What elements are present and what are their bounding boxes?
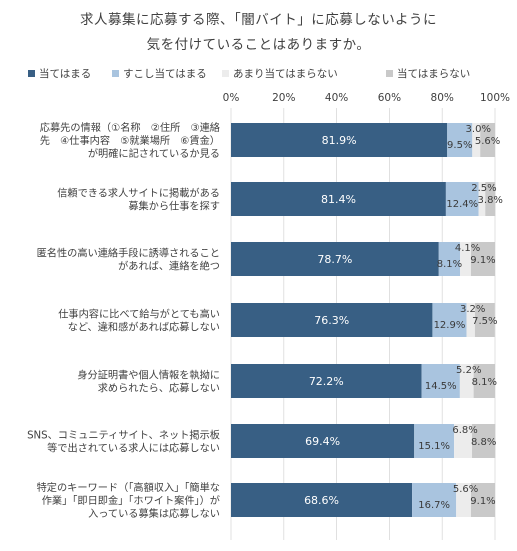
bar-1-series-3 — [472, 123, 481, 157]
legend-label-1: 当てはまる — [39, 68, 92, 80]
category-label-3-line-2: があれば、連絡を絶つ — [118, 260, 220, 273]
data-label-4-series-1: 76.3% — [314, 314, 349, 327]
data-label-1-series-4: 5.6% — [475, 136, 500, 147]
legend-swatch-2 — [112, 70, 119, 77]
data-label-2-series-1: 81.4% — [321, 193, 356, 206]
data-label-3-series-1: 78.7% — [317, 253, 352, 266]
category-label-6-line-1: SNS、コミュニティサイト、ネット掲示板 — [27, 429, 220, 442]
data-label-1-series-1: 81.9% — [322, 134, 357, 147]
legend-label-2: すこし当てはまる — [123, 68, 207, 80]
category-label-3-line-1: 匿名性の高い連絡手段に誘導されること — [37, 247, 220, 260]
bar-5-series-4 — [473, 364, 495, 398]
bar-7-series-1 — [231, 483, 413, 517]
bar-5-series-1 — [231, 364, 422, 398]
data-label-5-series-1: 72.2% — [309, 375, 344, 388]
data-label-5-series-3: 5.2% — [456, 365, 481, 376]
data-label-3-series-4: 9.1% — [470, 255, 495, 266]
data-label-6-series-2: 15.1% — [418, 441, 450, 452]
category-label-1-line-3: が明確に記されているか見る — [88, 147, 220, 160]
category-label-2-line-2: 募集から仕事を探す — [128, 200, 220, 213]
legend-swatch-1 — [28, 70, 35, 77]
data-label-7-series-1: 68.6% — [304, 494, 339, 507]
x-tick-label-0: 0% — [223, 92, 240, 104]
bar-2-series-2 — [445, 182, 479, 216]
data-label-3-series-2: 8.1% — [437, 259, 462, 270]
data-label-1-series-2: 9.5% — [447, 140, 472, 151]
bar-3-series-1 — [231, 242, 439, 276]
bar-2-series-3 — [478, 182, 486, 216]
bar-3-series-3 — [460, 242, 471, 276]
data-label-6-series-3: 6.8% — [452, 425, 477, 436]
category-label-7-line-2: 作業」「即日即金」「ホワイト案件」）が — [42, 494, 220, 507]
bar-6-series-3 — [454, 424, 473, 458]
data-label-4-series-4: 7.5% — [472, 316, 497, 327]
chart-title: 求人募集に応募する際、「闇バイト」に応募しないように 気を付けていることはありま… — [0, 8, 517, 58]
data-label-4-series-3: 3.2% — [460, 304, 485, 315]
bar-2-series-4 — [485, 182, 496, 216]
x-tick-label-2: 40% — [325, 92, 348, 104]
category-label-5-line-2: 求められたら、応募しない — [98, 382, 220, 395]
bar-7-series-4 — [470, 483, 495, 517]
bar-6-series-1 — [231, 424, 415, 458]
category-label-5-line-1: 身分証明書や個人情報を執拗に — [77, 369, 220, 382]
legend-item-4: 当てはまらない — [386, 66, 470, 81]
data-label-6-series-4: 8.8% — [471, 437, 496, 448]
chart-legend: 当てはまる すこし当てはまる あまり当てはまらない 当てはまらない — [28, 66, 508, 82]
data-label-2-series-3: 2.5% — [471, 183, 496, 194]
category-label-4-line-1: 仕事内容に比べて給与がとても高い — [58, 308, 220, 321]
bar-7-series-2 — [412, 483, 457, 517]
bar-1-series-1 — [231, 123, 448, 157]
bar-5-series-2 — [421, 364, 460, 398]
data-label-4-series-2: 12.9% — [434, 320, 466, 331]
bar-4-series-3 — [466, 303, 475, 337]
bar-4-series-1 — [231, 303, 433, 337]
data-label-3-series-3: 4.1% — [455, 243, 480, 254]
bar-4-series-4 — [474, 303, 495, 337]
data-label-1-series-3: 3.0% — [466, 124, 491, 135]
bar-3-series-4 — [470, 242, 495, 276]
legend-label-4: 当てはまらない — [397, 68, 471, 80]
data-label-7-series-3: 5.6% — [453, 484, 478, 495]
category-label-7-line-3: 入っている募集は応募しない — [88, 507, 220, 520]
data-label-6-series-1: 69.4% — [305, 435, 340, 448]
data-label-5-series-2: 14.5% — [425, 381, 457, 392]
category-label-1-line-1: 応募先の情報（①名称 ②住所 ③連絡 — [40, 121, 220, 134]
x-tick-label-5: 100% — [480, 92, 510, 104]
data-label-2-series-4: 3.8% — [478, 195, 503, 206]
bar-7-series-3 — [456, 483, 471, 517]
legend-item-2: すこし当てはまる — [112, 66, 207, 81]
bar-5-series-3 — [459, 364, 474, 398]
legend-swatch-3 — [222, 70, 229, 77]
data-label-7-series-4: 9.1% — [470, 496, 495, 507]
category-label-2-line-1: 信頼できる求人サイトに掲載がある — [57, 187, 220, 200]
category-label-7-line-1: 特定のキーワード（「高額収入」「簡単な — [37, 481, 220, 494]
category-label-6-line-2: 等で出されている求人には応募しない — [47, 442, 220, 455]
legend-swatch-4 — [386, 70, 393, 77]
legend-item-1: 当てはまる — [28, 66, 91, 81]
legend-label-3: あまり当てはまらない — [233, 68, 338, 80]
legend-item-3: あまり当てはまらない — [222, 66, 338, 81]
x-tick-label-3: 60% — [378, 92, 401, 104]
data-label-5-series-4: 8.1% — [472, 377, 497, 388]
x-tick-label-1: 20% — [272, 92, 295, 104]
data-label-2-series-2: 12.4% — [446, 199, 478, 210]
bar-6-series-4 — [472, 424, 496, 458]
bar-1-series-4 — [480, 123, 495, 157]
bar-3-series-2 — [438, 242, 461, 276]
bar-6-series-2 — [414, 424, 455, 458]
chart-title-line-1: 求人募集に応募する際、「闇バイト」に応募しないように — [80, 12, 437, 28]
bar-1-series-2 — [447, 123, 473, 157]
chart-title-line-2: 気を付けていることはありますか。 — [146, 37, 371, 53]
bar-4-series-2 — [432, 303, 467, 337]
bar-2-series-1 — [231, 182, 446, 216]
category-label-4-line-2: など、違和感があれば応募しない — [68, 321, 220, 334]
data-label-7-series-2: 16.7% — [418, 500, 450, 511]
x-tick-label-4: 80% — [431, 92, 454, 104]
category-label-1-line-2: 先 ④仕事内容 ⑤就業場所 ⑥賃金） — [40, 134, 220, 147]
